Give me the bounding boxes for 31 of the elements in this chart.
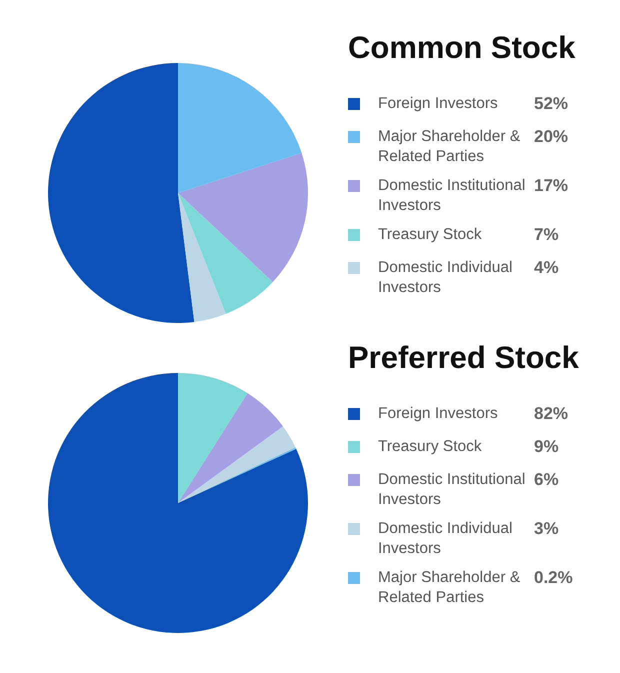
legend-label: Domestic Institutional Investors — [378, 470, 526, 510]
legend-label: Major Shareholder & Related Parties — [378, 127, 522, 167]
legend-label: Foreign Investors — [378, 94, 499, 114]
chart-title: Preferred Stock — [348, 340, 580, 376]
pie-slice — [178, 152, 308, 282]
pie-slice — [178, 373, 248, 503]
data-label: 7% — [534, 225, 559, 245]
data-label: 4% — [534, 258, 559, 278]
pie-slice — [178, 193, 273, 314]
legend-label: Treasury Stock — [378, 225, 483, 245]
legend-label: Major Shareholder & Related Parties — [378, 568, 522, 608]
chart-title: Common Stock — [348, 30, 576, 66]
data-label: 3% — [534, 519, 559, 539]
pie-slice — [178, 63, 302, 193]
pie-slice — [178, 426, 296, 503]
pie-slice — [48, 63, 194, 323]
legend-label: Domestic Individual Investors — [378, 258, 514, 298]
data-label: 0.2% — [534, 568, 573, 588]
pie-slice — [48, 373, 308, 633]
legend-label: Domestic Individual Investors — [378, 519, 514, 559]
pie-slice — [178, 193, 226, 322]
legend-label: Domestic Institutional Investors — [378, 176, 526, 216]
data-label: 9% — [534, 437, 559, 457]
legend-label: Foreign Investors — [378, 404, 499, 424]
data-label: 6% — [534, 470, 559, 490]
legend-label: Treasury Stock — [378, 437, 483, 457]
data-label: 82% — [534, 404, 568, 424]
data-label: 17% — [534, 176, 568, 196]
pie-slice — [178, 393, 284, 503]
data-label: 52% — [534, 94, 568, 114]
data-label: 20% — [534, 127, 568, 147]
